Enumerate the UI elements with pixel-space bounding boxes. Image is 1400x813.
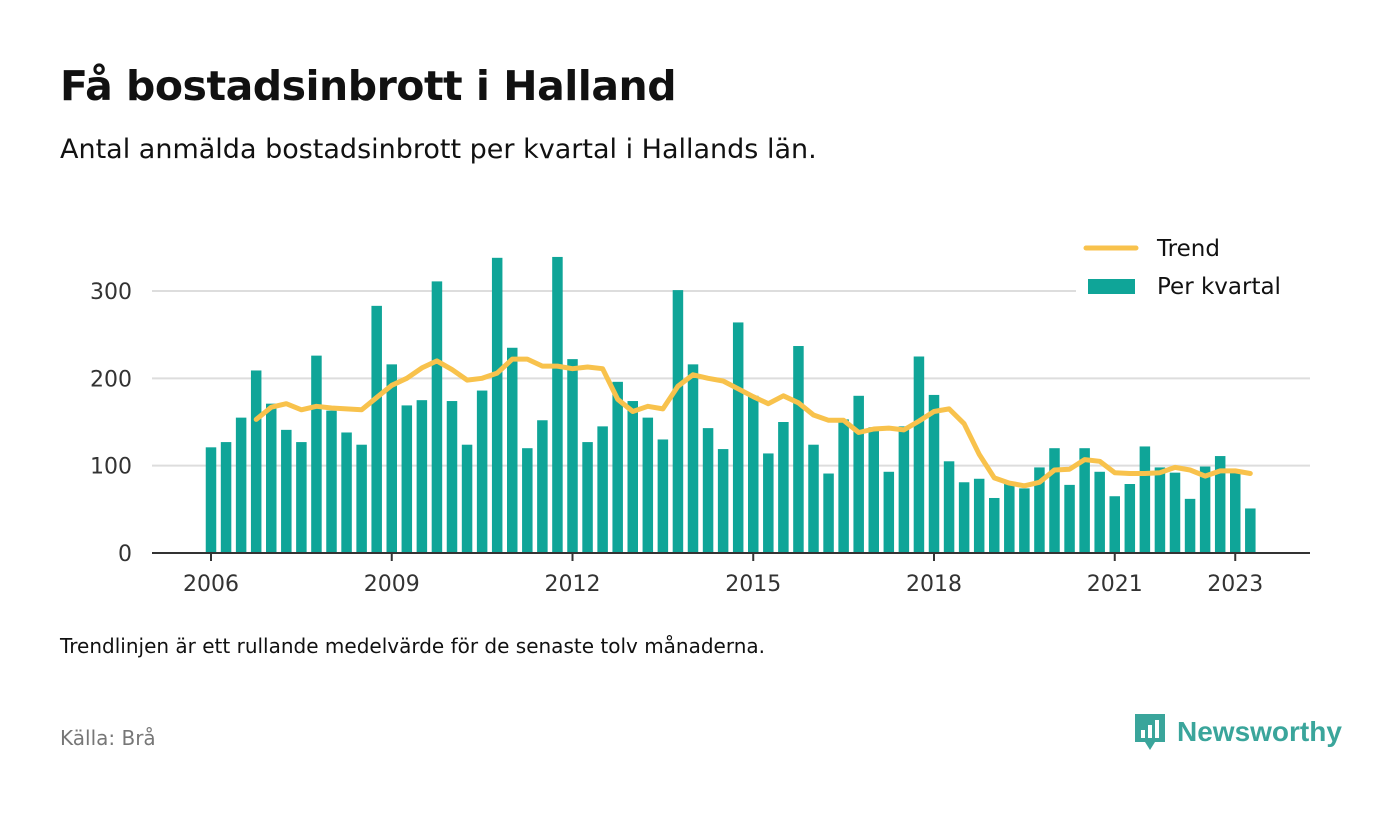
bar	[883, 471, 895, 553]
x-tick-label: 2006	[183, 572, 239, 597]
bar	[853, 395, 864, 553]
bar	[1109, 496, 1120, 553]
bar	[612, 381, 623, 553]
bar	[763, 453, 774, 553]
trend-layer	[253, 356, 1253, 489]
bar	[401, 405, 413, 553]
bar	[371, 305, 382, 553]
bar	[687, 364, 699, 553]
bar	[1214, 456, 1226, 553]
bar	[266, 403, 277, 553]
bar	[1169, 472, 1181, 553]
bar	[567, 359, 578, 553]
bar	[597, 426, 608, 553]
chart-title: Få bostadsinbrott i Halland	[60, 62, 677, 110]
bar	[220, 442, 232, 553]
bar	[1094, 471, 1105, 553]
bar	[356, 444, 367, 553]
bar	[1199, 466, 1211, 553]
bar	[717, 449, 729, 553]
bar	[507, 347, 518, 553]
y-tick-label: 200	[90, 367, 132, 392]
bar	[1154, 467, 1166, 553]
bar	[552, 256, 563, 553]
bar	[446, 401, 458, 553]
bar	[281, 429, 292, 553]
x-tick-label: 2021	[1087, 572, 1143, 597]
bar	[311, 355, 322, 553]
bar	[748, 395, 759, 553]
bar	[1004, 483, 1015, 553]
bar	[1064, 484, 1075, 553]
bar	[958, 482, 970, 553]
trend-line	[253, 356, 1253, 489]
bar	[1034, 467, 1045, 553]
bar	[913, 356, 925, 553]
bar	[793, 346, 804, 553]
bar	[989, 497, 1000, 553]
bar	[943, 461, 955, 553]
bar	[537, 420, 548, 553]
bar	[522, 448, 533, 553]
bar	[642, 417, 654, 553]
bar	[1049, 448, 1060, 553]
bar	[341, 432, 352, 553]
bar	[672, 290, 684, 553]
bar	[1184, 498, 1196, 553]
bar	[235, 417, 247, 553]
legend-bar-label: Per kvartal	[1157, 274, 1281, 300]
bar	[296, 442, 307, 553]
legend-bar-swatch	[1088, 279, 1135, 294]
bar	[973, 478, 985, 553]
bar	[1124, 484, 1136, 553]
axis-layer: 2006 2009 2012 2015 2018 2021 2023	[152, 552, 1310, 597]
bar	[898, 426, 910, 553]
bar	[491, 257, 503, 553]
bar	[868, 427, 879, 553]
bar	[326, 410, 337, 553]
x-tick-label: 2009	[364, 572, 420, 597]
bar	[702, 428, 714, 553]
bar	[431, 281, 443, 553]
y-tick-label: 0	[118, 542, 132, 567]
bar	[1079, 448, 1090, 553]
x-tick-label: 2012	[545, 572, 601, 597]
bar	[1019, 488, 1030, 553]
y-tick-label: 300	[90, 280, 132, 305]
footnote: Trendlinjen är ett rullande medelvärde f…	[60, 634, 766, 658]
bar	[386, 364, 397, 553]
y-tick-label: 100	[90, 455, 132, 480]
bar	[778, 422, 789, 553]
x-tick-label: 2023	[1207, 572, 1263, 597]
newsworthy-logo-icon	[1135, 714, 1165, 750]
bar	[476, 390, 488, 553]
bar-layer	[205, 256, 1256, 553]
bar	[823, 473, 834, 553]
bar	[808, 444, 819, 553]
bar	[732, 322, 744, 553]
bar	[250, 370, 262, 553]
bar	[838, 419, 849, 553]
brand-logo[interactable]: Newsworthy	[1133, 712, 1342, 752]
legend-trend-label: Trend	[1156, 236, 1220, 262]
bar	[582, 442, 593, 553]
legend: Trend Per kvartal	[1076, 232, 1310, 300]
bar	[657, 439, 669, 553]
x-tick-label: 2018	[906, 572, 962, 597]
bar	[461, 444, 473, 553]
bar	[928, 394, 940, 553]
bar	[1245, 508, 1256, 553]
x-tick-label: 2015	[725, 572, 781, 597]
bar	[1230, 470, 1241, 553]
bar	[205, 447, 217, 553]
bar	[1139, 446, 1151, 553]
chart-subtitle: Antal anmälda bostadsinbrott per kvartal…	[60, 134, 817, 165]
bar	[416, 400, 428, 553]
source-label: Källa: Brå	[60, 726, 156, 750]
bar	[627, 401, 638, 553]
brand-name: Newsworthy	[1177, 716, 1342, 747]
